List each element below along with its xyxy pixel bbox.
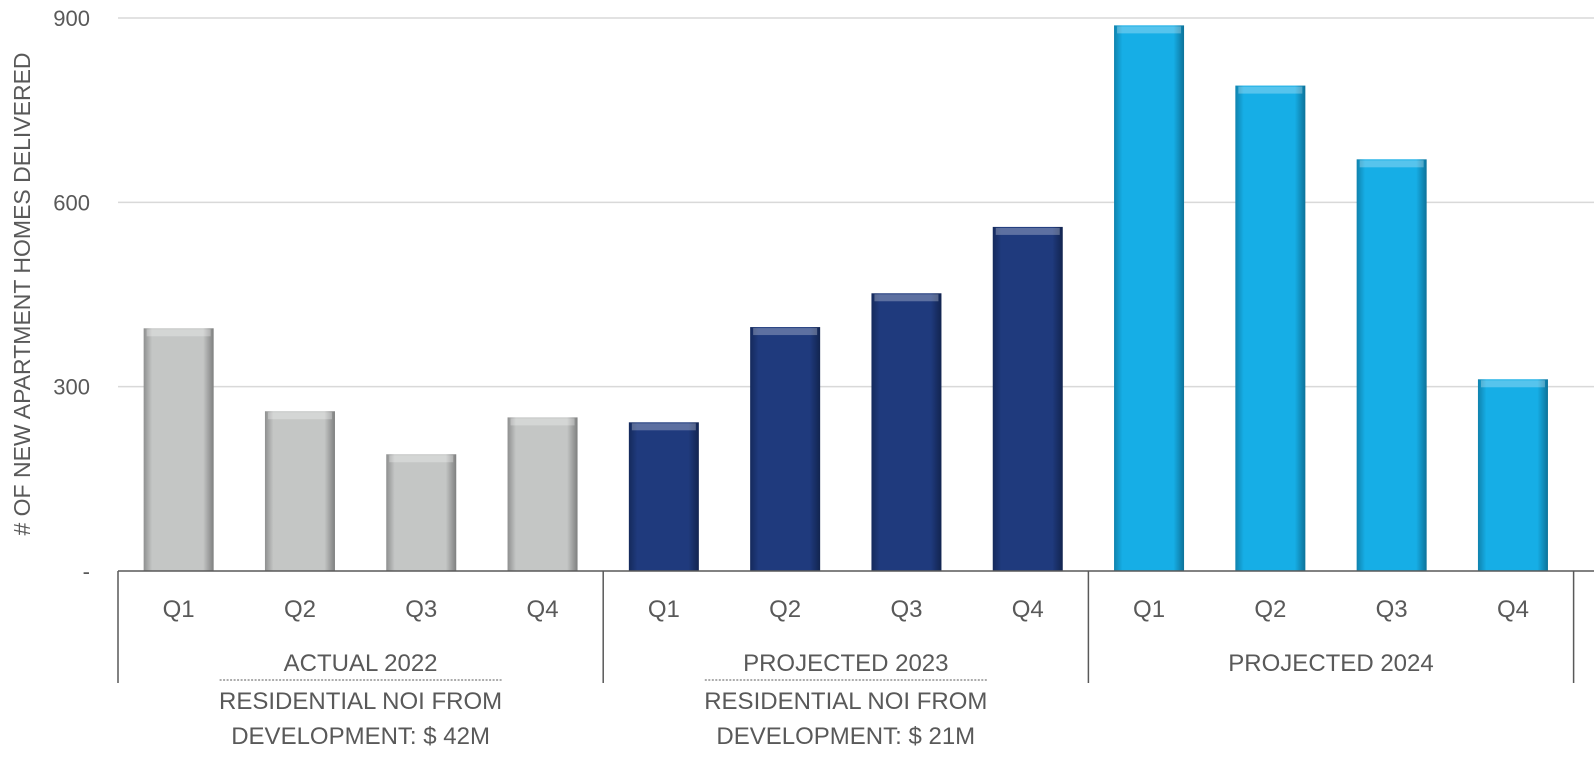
bar-highlight	[1238, 86, 1303, 94]
bar-highlight	[267, 412, 332, 420]
bar	[143, 328, 214, 571]
bar	[1356, 159, 1427, 572]
y-tick-label: -	[83, 559, 90, 584]
group-label: ACTUAL 2022	[284, 650, 438, 677]
y-tick-label: 900	[53, 6, 90, 31]
bar	[1114, 25, 1185, 571]
x-axis	[117, 570, 1594, 683]
bar	[871, 293, 942, 571]
group-label: PROJECTED 2024	[1228, 650, 1433, 677]
x-category-label: Q1	[1133, 596, 1165, 623]
x-category-label: Q4	[1012, 596, 1044, 623]
bar	[992, 226, 1063, 571]
bar	[507, 417, 578, 571]
bar	[1235, 85, 1306, 571]
bar-highlight	[146, 329, 211, 337]
bar	[386, 454, 457, 571]
group-note: RESIDENTIAL NOI FROM	[219, 688, 502, 715]
x-axis-group-labels: ACTUAL 2022 RESIDENTIAL NOI FROM DEVELOPME…	[219, 650, 1434, 750]
gridlines	[118, 17, 1594, 388]
bar	[750, 327, 821, 571]
bars	[143, 25, 1548, 572]
bar-highlight	[510, 418, 575, 426]
bar	[628, 422, 699, 571]
bar-highlight	[631, 423, 696, 431]
x-axis-category-labels: Q1 Q2 Q3 Q4 Q1 Q2 Q3 Q4 Q1 Q2 Q3 Q4	[163, 596, 1529, 623]
group-note: DEVELOPMENT: $ 42M	[231, 723, 490, 750]
group-label: PROJECTED 2023	[743, 650, 948, 677]
x-category-label: Q3	[1376, 596, 1408, 623]
x-category-label: Q2	[769, 596, 801, 623]
x-category-label: Q1	[163, 596, 195, 623]
y-axis-title: # OF NEW APARTMENT HOMES DELIVERED	[9, 52, 35, 535]
bar-highlight	[1359, 160, 1424, 168]
x-category-label: Q4	[527, 596, 559, 623]
x-category-label: Q1	[648, 596, 680, 623]
x-category-label: Q2	[1254, 596, 1286, 623]
x-category-label: Q2	[284, 596, 316, 623]
x-category-label: Q3	[890, 596, 922, 623]
group-note: RESIDENTIAL NOI FROM	[704, 688, 987, 715]
bar-highlight	[753, 328, 818, 336]
bar-highlight	[1480, 380, 1545, 388]
bar	[264, 411, 335, 571]
x-category-label: Q3	[405, 596, 437, 623]
group-note: DEVELOPMENT: $ 21M	[716, 723, 975, 750]
y-tick-label: 300	[53, 375, 90, 400]
bar-highlight	[995, 227, 1060, 235]
bar-highlight	[874, 294, 939, 302]
bar-highlight	[389, 455, 454, 463]
x-category-label: Q4	[1497, 596, 1529, 623]
y-tick-label: 600	[53, 190, 90, 215]
bar	[1477, 379, 1548, 571]
y-axis-ticks: - 300 600 900	[53, 6, 90, 584]
bar-highlight	[1117, 26, 1182, 34]
